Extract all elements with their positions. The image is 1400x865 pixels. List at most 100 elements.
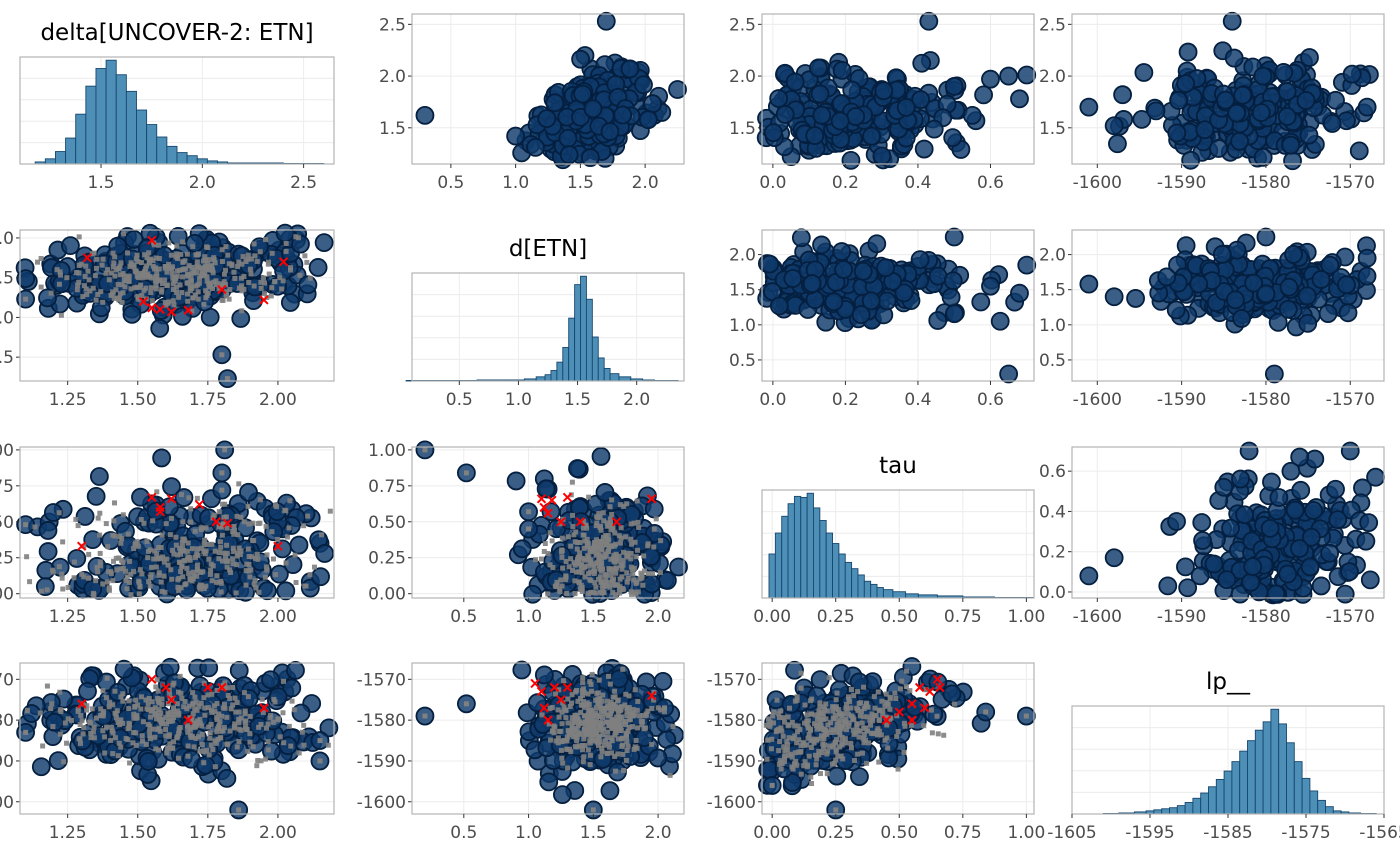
gray-draw: [596, 677, 602, 683]
draw-point: [1322, 114, 1342, 133]
draw-point: [185, 233, 205, 253]
gray-draw: [254, 258, 260, 264]
gray-draw: [105, 544, 111, 550]
gray-draw: [193, 721, 199, 727]
gray-draw: [264, 567, 270, 573]
gray-draw: [113, 715, 119, 721]
gray-draw: [224, 714, 230, 720]
gray-draw: [110, 578, 116, 584]
gray-draw: [633, 554, 639, 560]
gray-draw: [80, 731, 86, 737]
x-tick-label: -1570: [1326, 390, 1375, 410]
draw-point: [1311, 270, 1331, 289]
draw-point: [275, 223, 295, 243]
draw-point: [1192, 513, 1212, 532]
draw-point: [802, 274, 822, 293]
gray-draw: [194, 495, 200, 501]
gray-draw: [649, 705, 655, 711]
gray-draw: [576, 580, 582, 586]
draw-point: [1146, 101, 1166, 121]
gray-draw: [195, 251, 201, 257]
gray-draw: [559, 755, 565, 761]
gray-draw: [302, 253, 308, 259]
gray-draw: [190, 295, 196, 301]
x-tick-label: -1600: [1073, 607, 1122, 627]
gray-draw: [259, 696, 265, 702]
gray-draw: [593, 537, 599, 543]
draw-point: [861, 291, 881, 311]
gray-draw: [617, 502, 623, 508]
draw-point: [591, 447, 611, 466]
panel-border: [19, 56, 335, 165]
draw-point: [634, 75, 653, 95]
gray-draw: [609, 511, 615, 517]
x-tick-label: 0.4: [904, 173, 931, 193]
gray-draw: [188, 278, 194, 284]
histogram-bar: [844, 561, 853, 599]
gray-draw: [612, 530, 618, 536]
gray-draw: [177, 282, 183, 288]
gray-draw: [599, 749, 605, 755]
gray-draw: [645, 543, 651, 549]
draw-point: [1320, 543, 1340, 563]
gray-draw: [572, 591, 578, 597]
gray-draw: [262, 574, 268, 580]
gray-draw: [935, 731, 941, 737]
gray-draw: [81, 283, 87, 289]
gray-draw: [624, 570, 630, 576]
gray-draw: [649, 741, 655, 747]
histogram-bar: [136, 109, 148, 165]
gray-draw: [145, 548, 151, 554]
gray-draw: [179, 563, 185, 569]
draw-point: [1243, 557, 1263, 577]
draw-point: [944, 227, 964, 247]
gray-draw: [564, 591, 570, 597]
gray-draw: [538, 556, 544, 562]
gray-draw: [106, 704, 112, 710]
x-tick-label: 0.5: [450, 607, 477, 627]
draw-point: [506, 471, 526, 491]
x-tick-label: -1580: [1241, 173, 1290, 193]
draw-point: [1277, 82, 1297, 101]
gray-draw: [73, 516, 79, 522]
gray-draw: [164, 283, 170, 289]
gray-draw: [255, 521, 261, 527]
gray-draw: [570, 512, 576, 518]
draw-point: [1340, 441, 1360, 461]
gray-draw: [565, 728, 571, 734]
draw-point: [609, 669, 629, 689]
y-tick-label: 2.0: [729, 67, 756, 87]
histogram-bar: [95, 68, 107, 165]
gray-draw: [577, 696, 583, 702]
gray-draw: [187, 288, 193, 294]
gray-draw: [112, 254, 118, 260]
gray-draw: [121, 278, 127, 284]
gray-draw: [619, 574, 625, 580]
draw-point: [1300, 48, 1319, 67]
gray-draw: [268, 293, 274, 299]
draw-point: [1221, 518, 1240, 538]
gray-draw: [598, 544, 604, 550]
gray-draw: [159, 532, 165, 538]
y-tick-label: 1.5: [729, 119, 756, 139]
gray-draw: [892, 690, 898, 696]
y-tick-label: 1.0: [1039, 316, 1066, 336]
draw-point: [944, 304, 964, 324]
gray-draw: [283, 248, 289, 254]
gray-draw: [211, 512, 217, 518]
gray-draw: [641, 553, 647, 559]
gray-draw: [422, 713, 428, 719]
gray-draw: [292, 552, 298, 558]
gray-draw: [609, 717, 615, 723]
gray-draw: [224, 550, 230, 556]
gray-draw: [174, 268, 180, 274]
gray-draw: [602, 738, 608, 744]
draw-point: [1335, 584, 1355, 604]
gray-draw: [901, 749, 907, 755]
gray-draw: [615, 582, 621, 588]
gray-draw: [277, 734, 283, 740]
gray-draw: [614, 723, 620, 729]
draw-point: [1193, 531, 1212, 550]
gray-draw: [158, 710, 164, 716]
draw-point: [1264, 364, 1284, 384]
